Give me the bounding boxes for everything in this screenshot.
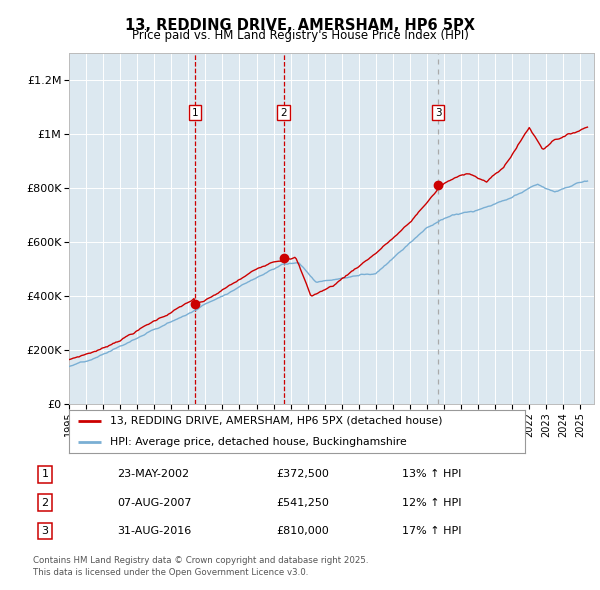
Text: 13, REDDING DRIVE, AMERSHAM, HP6 5PX: 13, REDDING DRIVE, AMERSHAM, HP6 5PX xyxy=(125,18,475,32)
Text: 13, REDDING DRIVE, AMERSHAM, HP6 5PX (detached house): 13, REDDING DRIVE, AMERSHAM, HP6 5PX (de… xyxy=(110,416,443,425)
Text: 12% ↑ HPI: 12% ↑ HPI xyxy=(402,498,461,507)
Text: 1: 1 xyxy=(191,107,198,117)
Text: 17% ↑ HPI: 17% ↑ HPI xyxy=(402,526,461,536)
Text: 2: 2 xyxy=(41,498,49,507)
Text: 3: 3 xyxy=(435,107,442,117)
Text: HPI: Average price, detached house, Buckinghamshire: HPI: Average price, detached house, Buck… xyxy=(110,437,407,447)
Text: 2: 2 xyxy=(280,107,287,117)
Text: Price paid vs. HM Land Registry's House Price Index (HPI): Price paid vs. HM Land Registry's House … xyxy=(131,29,469,42)
Text: 07-AUG-2007: 07-AUG-2007 xyxy=(117,498,191,507)
Text: 13% ↑ HPI: 13% ↑ HPI xyxy=(402,470,461,479)
Text: £541,250: £541,250 xyxy=(276,498,329,507)
Text: 31-AUG-2016: 31-AUG-2016 xyxy=(117,526,191,536)
Text: £372,500: £372,500 xyxy=(276,470,329,479)
Text: £810,000: £810,000 xyxy=(276,526,329,536)
Text: 1: 1 xyxy=(41,470,49,479)
Text: 3: 3 xyxy=(41,526,49,536)
Text: 23-MAY-2002: 23-MAY-2002 xyxy=(117,470,189,479)
Text: Contains HM Land Registry data © Crown copyright and database right 2025.
This d: Contains HM Land Registry data © Crown c… xyxy=(33,556,368,576)
